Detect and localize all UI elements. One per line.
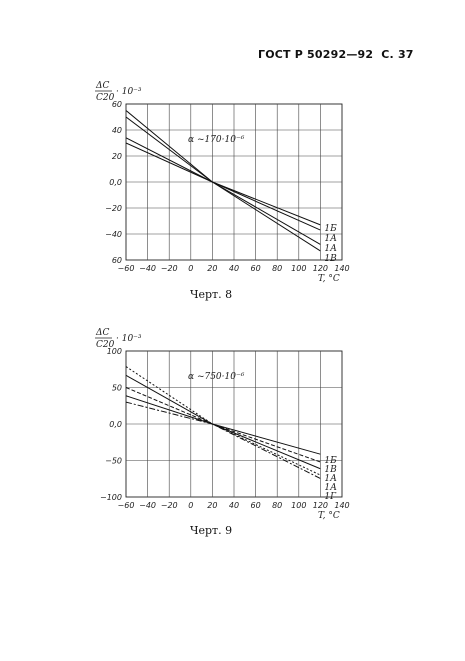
y-axis-label-multiplier: · 10⁻³ <box>116 334 142 344</box>
x-tick-label: 120 <box>313 264 328 273</box>
x-tick-label: 20 <box>207 264 217 273</box>
x-tick-label: 140 <box>334 264 349 273</box>
y-tick-label: 40 <box>112 126 122 135</box>
y-axis-label-multiplier: · 10⁻³ <box>116 87 142 97</box>
y-axis-label-numerator: ΔC <box>95 81 109 91</box>
chart-9: −60 −40 −20 0 20 40 60 80 100 120 140 100 50 0,0 −50 −1… <box>95 328 350 521</box>
alpha-annotation: α ~750·10⁻⁶ <box>188 372 245 382</box>
chart-9-caption: Черт. 9 <box>190 524 233 537</box>
y-tick-label: −50 <box>105 457 122 466</box>
series-label: 1Б <box>324 224 337 234</box>
x-axis-label: T, °C <box>318 274 340 284</box>
standard-number: ГОСТ Р 50292—92 <box>258 48 374 61</box>
series-label: 1Г <box>324 492 337 502</box>
series-line <box>125 110 321 252</box>
x-tick-label: 40 <box>229 501 239 510</box>
page-number: С. 37 <box>381 48 414 61</box>
x-tick-label: 20 <box>207 501 217 510</box>
series-line <box>125 395 321 455</box>
x-tick-label: −60 <box>118 264 135 273</box>
y-tick-label: −100 <box>100 493 122 502</box>
y-axis-label-denominator: C20 <box>96 93 115 103</box>
x-tick-label: 80 <box>272 501 282 510</box>
series-label: 1В <box>324 465 337 475</box>
x-tick-label: −20 <box>161 264 178 273</box>
y-axis-label-numerator: ΔC <box>95 328 109 338</box>
y-axis-label-denominator: C20 <box>96 340 115 350</box>
x-tick-label: 120 <box>313 501 328 510</box>
x-tick-label: −40 <box>139 501 156 510</box>
alpha-annotation: α ~170·10⁻⁶ <box>188 135 245 145</box>
x-tick-label: 0 <box>188 501 193 510</box>
y-tick-label: 60 <box>112 100 122 109</box>
y-tick-label: 60 <box>112 256 122 265</box>
x-axis-label: T, °C <box>318 511 340 521</box>
x-tick-label: 100 <box>291 264 306 273</box>
x-tick-label: 60 <box>251 264 261 273</box>
series-label: 1Б <box>324 456 337 466</box>
series-line <box>125 387 321 463</box>
page-header: ГОСТ Р 50292—92 С. 37 <box>258 48 448 61</box>
series-line <box>125 366 321 476</box>
chart-8-caption: Черт. 8 <box>190 288 233 301</box>
x-tick-label: −40 <box>139 264 156 273</box>
y-tick-label: 100 <box>107 347 122 356</box>
y-tick-label: −40 <box>105 230 122 239</box>
x-tick-label: 40 <box>229 264 239 273</box>
y-tick-label: 50 <box>112 384 122 393</box>
x-tick-label: 80 <box>272 264 282 273</box>
y-tick-label: 0,0 <box>109 178 122 187</box>
x-tick-label: −20 <box>161 501 178 510</box>
x-tick-label: 140 <box>334 501 349 510</box>
series-line <box>125 374 321 470</box>
series-label: 1А <box>324 474 337 484</box>
x-tick-label: 60 <box>251 501 261 510</box>
x-tick-label: 100 <box>291 501 306 510</box>
x-tick-label: 0 <box>188 264 193 273</box>
series-label: 1А <box>324 234 337 244</box>
series-line <box>125 137 321 226</box>
series-line <box>125 401 321 479</box>
series-label: 1А <box>324 483 337 493</box>
y-tick-label: 0,0 <box>109 420 122 429</box>
x-tick-label: −60 <box>118 501 135 510</box>
y-tick-label: 20 <box>112 152 122 161</box>
series-label: 1В <box>324 254 337 264</box>
series-label: 1А <box>324 244 337 254</box>
chart-8: −60 −40 −20 0 20 40 60 80 100 120 1406040200,0−20−… <box>95 81 350 284</box>
y-tick-label: −20 <box>105 204 122 213</box>
